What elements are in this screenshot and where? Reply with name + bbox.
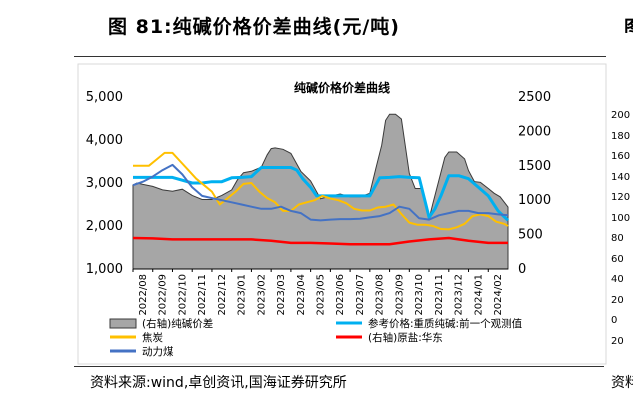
right-panel-title-fragment: 图 <box>624 13 633 33</box>
x-axis-tick-label: 2023/07 <box>355 274 366 316</box>
chart-title: 纯碱价格价差曲线 <box>294 80 390 95</box>
right-panel-source-fragment: 资料 <box>611 375 633 391</box>
x-axis-tick-label: 2023/10 <box>414 274 425 316</box>
left-axis-tick-label: 3,000 <box>86 176 123 191</box>
x-axis-tick-label: 2023/04 <box>296 274 307 316</box>
legend-label: (右轴)原盐:华东 <box>368 331 443 344</box>
legend-label: 参考价格:重质纯碱:前一个观测值 <box>368 317 523 330</box>
legend-entry-coke: 焦炭 <box>110 331 163 344</box>
left-axis-tick-label: 1,000 <box>86 262 123 277</box>
legend-entry-soda-ash-spread: (右轴)纯碱价差 <box>109 317 213 330</box>
axes: 1,000 2,000 3,000 4,000 5,000 0 500 1000 1500 200… <box>86 90 551 316</box>
x-axis-tick-label: 2022/09 <box>158 274 169 316</box>
right-axis-tick-label: 1000 <box>518 193 551 208</box>
left-axis-tick-label: 2,000 <box>86 219 123 234</box>
legend-entry-thermal-coal: 动力煤 <box>110 345 174 358</box>
x-axis-tick-label: 2022/08 <box>138 274 149 316</box>
x-axis-tick-label: 2024/02 <box>493 274 504 316</box>
series-line-heavy-soda-ash-price <box>133 166 510 222</box>
series-line-salt-east-china <box>132 236 508 246</box>
x-axis-tick-label: 2022/12 <box>217 274 228 316</box>
right-panel-tick: 0 <box>611 315 618 326</box>
right-panel-tick: 200 <box>611 110 631 121</box>
legend-label: 动力煤 <box>142 345 174 358</box>
bottom-rule <box>74 366 604 367</box>
right-panel-tick-fragments: 200 180 160 140 120 100 80 60 40 20 0 20 <box>611 96 633 366</box>
left-axis-tick-label: 5,000 <box>86 90 123 105</box>
right-axis-tick-label: 1500 <box>518 159 551 174</box>
right-panel-tick: 160 <box>611 151 631 162</box>
top-rule <box>74 56 606 57</box>
plot-area <box>132 113 510 270</box>
legend-label: (右轴)纯碱价差 <box>142 317 213 330</box>
x-axis-tick-label: 2023/01 <box>237 274 248 316</box>
right-axis-tick-label: 2000 <box>518 124 551 139</box>
left-axis-tick-label: 4,000 <box>86 133 123 148</box>
x-axis-tick-label: 2022/11 <box>197 274 208 316</box>
right-axis-tick-label: 500 <box>518 228 543 243</box>
right-panel-tick: 120 <box>611 192 631 203</box>
x-axis-tick-label: 2023/09 <box>394 274 405 316</box>
x-axis-tick-label: 2023/05 <box>316 274 327 316</box>
right-panel-tick: 140 <box>611 171 631 183</box>
right-panel-tick: 80 <box>611 233 624 244</box>
right-panel-tick: 100 <box>611 212 631 224</box>
legend-entry-heavy-soda-ash-price: 参考价格:重质纯碱:前一个观测值 <box>336 317 523 330</box>
right-panel-tick: 40 <box>611 274 624 285</box>
x-axis-tick-label: 2022/10 <box>177 274 188 316</box>
series-line-coke <box>133 151 509 231</box>
right-panel-tick: 60 <box>611 253 624 265</box>
right-panel-tick: 20 <box>611 294 624 306</box>
right-axis-tick-label: 2500 <box>518 90 551 105</box>
x-axis-tick-label: 2024/01 <box>473 274 484 316</box>
x-axis-tick-label: 2023/11 <box>434 274 445 316</box>
legend-label: 焦炭 <box>142 331 163 344</box>
x-axis-tick-label: 2023/02 <box>256 274 267 316</box>
legend-entry-salt-east-china: (右轴)原盐:华东 <box>336 331 443 344</box>
x-axis-tick-label: 2023/12 <box>454 274 465 316</box>
right-panel-tick: 20 <box>611 335 624 347</box>
x-axis-tick-label: 2023/08 <box>375 274 386 316</box>
series-line-thermal-coal <box>132 163 509 222</box>
right-panel-tick: 180 <box>611 130 631 142</box>
source-note: 资料来源:wind,卓创资讯,国海证券研究所 <box>90 375 347 391</box>
x-axis-tick-label: 2023/03 <box>276 274 287 316</box>
legend-swatch-box <box>109 318 137 329</box>
right-axis-tick-label: 0 <box>518 262 526 277</box>
x-axis-tick-label: 2023/06 <box>335 274 346 316</box>
figure-title: 图 81:纯碱价格价差曲线(元/吨) <box>108 16 400 38</box>
